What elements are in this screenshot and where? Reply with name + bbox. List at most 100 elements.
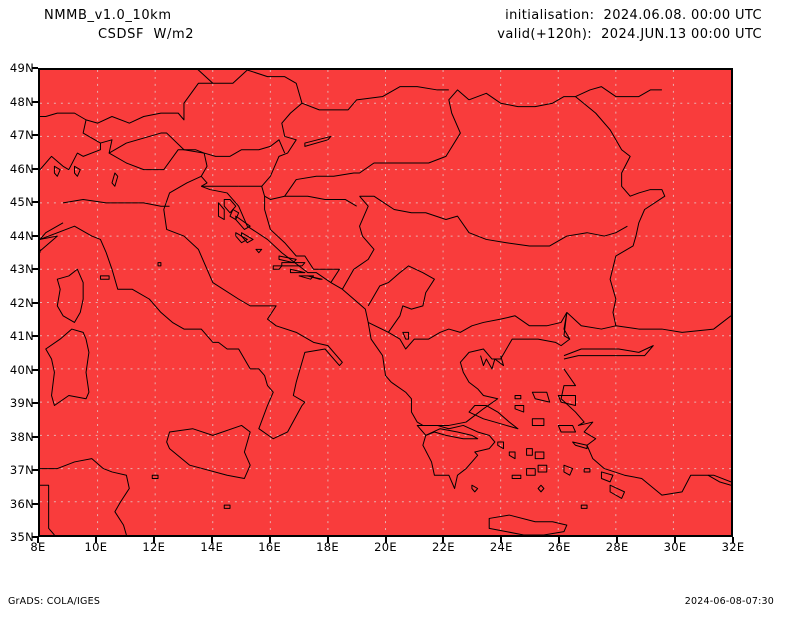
x-tick-mark: [558, 537, 561, 543]
x-tick-mark: [210, 537, 213, 543]
x-tick-mark: [674, 537, 677, 543]
y-tick-label: 46N: [9, 161, 34, 176]
map-outline: [563, 312, 570, 340]
x-tick-label: 32E: [721, 540, 745, 554]
map-outline: [261, 86, 449, 187]
x-tick-mark: [384, 537, 387, 543]
map-outline: [534, 451, 545, 460]
x-tick-label: 16E: [258, 540, 282, 554]
y-tick-mark: [32, 335, 38, 337]
map-outline: [488, 514, 568, 535]
map-outline: [511, 474, 522, 479]
map-outline: [197, 70, 214, 84]
map-outline: [238, 185, 357, 207]
x-tick-label: 30E: [663, 540, 687, 554]
map-outline: [497, 441, 505, 450]
map-outline: [40, 143, 101, 171]
map-outline: [255, 248, 263, 254]
map-outline: [298, 275, 315, 280]
y-tick-label: 47N: [9, 128, 34, 142]
map-outline: [566, 312, 731, 333]
x-tick-mark: [326, 537, 329, 543]
map-outline: [563, 464, 574, 476]
map-outline: [235, 232, 248, 244]
valid-time-label: valid(+120h): 2024.JUN.13 00:00 UTC: [497, 27, 762, 42]
y-tick-mark: [32, 435, 38, 438]
model-name-label: NMMB_v1.0_10km: [44, 8, 172, 23]
map-outline: [390, 312, 571, 489]
y-tick-mark: [32, 402, 38, 404]
map-outline: [575, 96, 666, 326]
y-tick-mark: [32, 536, 38, 538]
y-tick-label: 37N: [9, 463, 34, 477]
map-outline: [468, 405, 519, 430]
map-outline: [99, 275, 110, 280]
map-outline: [367, 265, 435, 333]
map-outline: [572, 441, 588, 450]
map-outline: [264, 196, 340, 283]
y-tick-mark: [32, 134, 38, 136]
map-outline: [53, 165, 61, 177]
coastline-layer: [40, 70, 731, 535]
map-outline: [284, 89, 470, 197]
y-tick-label: 41N: [9, 329, 34, 343]
map-outline: [223, 504, 231, 509]
y-tick-mark: [32, 167, 38, 170]
x-tick-mark: [442, 537, 445, 543]
x-tick-mark: [94, 537, 97, 543]
map-outline: [40, 235, 58, 252]
y-tick-mark: [32, 502, 38, 505]
y-tick-mark: [32, 100, 38, 103]
map-outline: [247, 70, 303, 104]
x-tick-mark: [268, 537, 271, 543]
map-outline: [531, 418, 545, 426]
map-outline: [56, 268, 84, 323]
y-tick-label: 44N: [9, 228, 34, 243]
initialisation-label: initialisation: 2024.06.08. 00:00 UTC: [505, 8, 762, 23]
y-tick-label: 40N: [9, 362, 34, 377]
map-outline: [200, 152, 208, 177]
map-outline: [241, 232, 254, 244]
map-outline: [204, 139, 286, 157]
map-outline: [151, 474, 159, 479]
map-outline: [40, 175, 343, 440]
x-tick-label: 20E: [374, 540, 397, 554]
x-tick-label: 8E: [30, 540, 46, 554]
x-axis-longitude-labels: 8E 10E 12E 14E 16E 18E 20E 22E 24E 26E 28E 30E 32E: [0, 540, 800, 560]
map-outline: [108, 149, 205, 171]
y-tick-mark: [32, 201, 38, 203]
x-tick-mark: [616, 537, 619, 543]
x-tick-label: 22E: [432, 540, 455, 554]
map-outline: [514, 405, 525, 413]
map-outline: [367, 312, 568, 350]
map-outline: [74, 165, 81, 177]
map-outline: [575, 86, 662, 98]
map-outline: [563, 345, 654, 360]
header-right-block: initialisation: 2024.06.08. 00:00 UTC va…: [497, 6, 762, 44]
field-units-label: CSDSF W/m2: [98, 27, 195, 42]
map-outline: [609, 484, 626, 499]
y-tick-label: 48N: [9, 94, 34, 109]
map-outline: [468, 92, 576, 108]
map-outline: [166, 424, 251, 479]
x-tick-label: 12E: [142, 540, 166, 554]
map-outline: [514, 395, 522, 400]
map-outline: [526, 468, 536, 476]
y-tick-label: 42N: [9, 295, 34, 310]
map-outline: [235, 215, 251, 230]
map-outline: [508, 451, 516, 460]
y-tick-label: 45N: [9, 195, 34, 209]
map-plot-area[interactable]: [38, 68, 733, 537]
map-frame: [38, 68, 733, 537]
map-outline: [62, 198, 170, 207]
map-outline: [580, 504, 588, 509]
render-timestamp-label: 2024-06-08-07:30: [684, 596, 774, 607]
y-tick-mark: [32, 469, 38, 471]
y-tick-label: 35N: [9, 530, 34, 544]
map-outline: [557, 395, 576, 407]
y-tick-label: 39N: [9, 396, 34, 410]
map-outline: [425, 428, 479, 440]
map-outline: [537, 484, 545, 493]
map-outline: [272, 265, 283, 270]
x-tick-label: 28E: [605, 540, 629, 554]
